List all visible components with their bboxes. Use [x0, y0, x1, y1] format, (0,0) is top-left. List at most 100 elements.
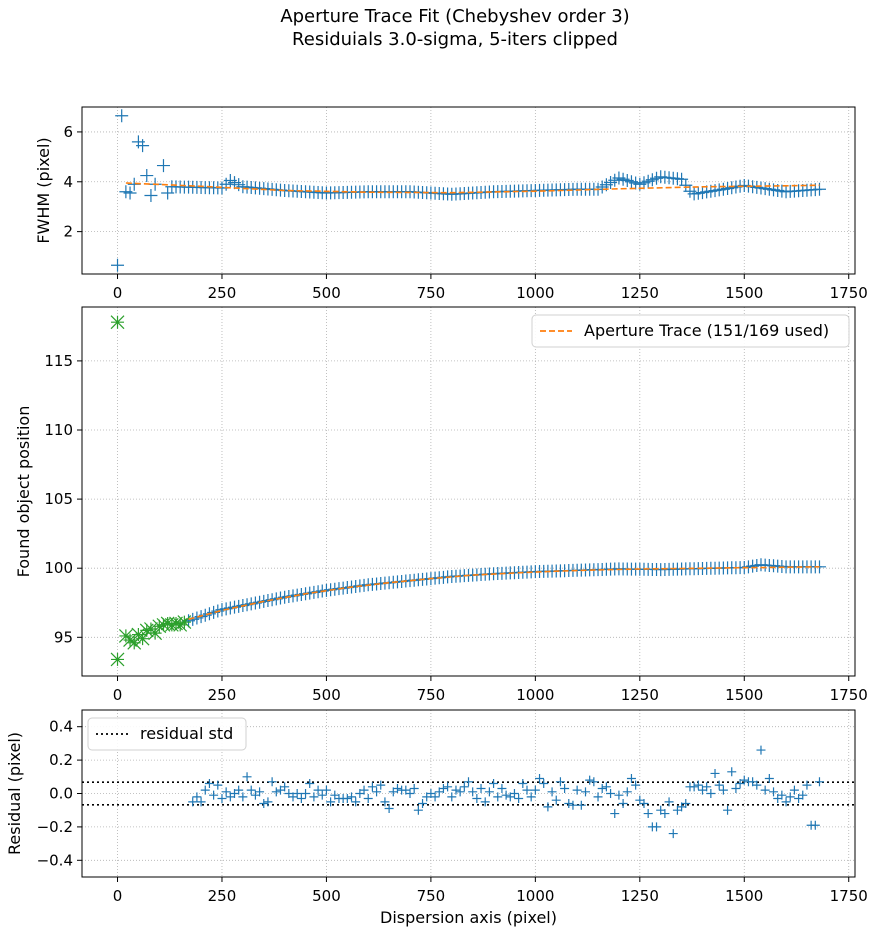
data-point — [238, 792, 248, 802]
y-axis-label: Residual (pixel) — [5, 732, 24, 855]
data-point — [501, 790, 511, 800]
data-point — [710, 768, 720, 778]
fwhm-panel: 0 250 500 750 1000 1250 1500 1750 2 4 6 FWHM (pixel… — [34, 106, 868, 302]
data-point — [234, 785, 244, 795]
data-point — [140, 169, 154, 183]
data-point — [530, 785, 540, 795]
data-point — [326, 797, 336, 807]
x-tick-label: 1500 — [725, 887, 763, 905]
data-point — [192, 792, 202, 802]
data-point — [347, 792, 357, 802]
clipped-point — [110, 652, 125, 667]
data-point — [714, 780, 724, 790]
data-point — [447, 792, 457, 802]
y-tick-label: −0.4 — [37, 851, 73, 869]
y-axis-label: Found object position — [14, 406, 33, 578]
data-point — [585, 775, 595, 785]
x-tick-label: 1250 — [621, 887, 659, 905]
clipped-point — [156, 617, 171, 632]
data-point — [115, 109, 129, 123]
data-point — [639, 799, 649, 809]
x-tick-label: 1750 — [830, 887, 868, 905]
fit-line — [125, 182, 820, 194]
x-tick-label: 750 — [417, 284, 446, 302]
axes-frame — [81, 306, 856, 677]
data-point — [564, 799, 574, 809]
data-point — [606, 789, 616, 798]
data-point — [313, 785, 323, 795]
data-point — [459, 782, 469, 792]
data-point — [785, 792, 795, 802]
data-point — [317, 790, 327, 800]
data-point — [246, 785, 256, 795]
legend: Aperture Trace (151/169 used) — [531, 314, 850, 348]
data-point — [413, 805, 423, 815]
clipped-point — [110, 315, 125, 330]
figure-title-line1: Aperture Trace Fit (Chebyshev order 3) — [280, 6, 629, 27]
data-point — [430, 792, 440, 802]
data-point — [760, 785, 770, 795]
data-point — [777, 790, 787, 800]
data-point — [380, 797, 390, 807]
data-point — [438, 783, 448, 793]
data-point — [539, 778, 549, 788]
data-point — [814, 777, 824, 787]
legend-label: residual std — [140, 724, 233, 743]
data-point — [764, 773, 774, 783]
legend-box — [531, 314, 850, 348]
data-point — [702, 782, 712, 792]
x-tick-label: 500 — [312, 686, 341, 704]
data-point — [156, 159, 170, 173]
data-point — [706, 789, 716, 798]
data-point — [668, 829, 678, 839]
data-point — [723, 805, 733, 815]
data-point — [789, 785, 799, 795]
x-tick-label: 250 — [208, 284, 237, 302]
x-tick-label: 250 — [208, 686, 237, 704]
data-point — [409, 783, 419, 793]
y-tick-label: 4 — [63, 173, 73, 191]
clipped-point — [169, 616, 183, 631]
x-tick-label: 1750 — [830, 686, 868, 704]
data-point — [802, 780, 812, 790]
data-point — [321, 785, 331, 795]
data-point — [798, 790, 808, 800]
x-tick-label: 1250 — [621, 686, 659, 704]
data-point — [526, 792, 536, 802]
data-point — [455, 787, 465, 797]
legend: residual std — [87, 717, 247, 751]
y-tick-label: 0.2 — [49, 751, 73, 769]
y-tick-label: 2 — [63, 223, 73, 241]
y-tick-label: 6 — [63, 123, 73, 141]
clipped-point — [177, 615, 192, 630]
data-point — [480, 797, 490, 807]
data-point — [589, 777, 599, 787]
x-tick-label: 500 — [312, 284, 341, 302]
data-point — [693, 780, 703, 790]
data-point — [568, 800, 578, 810]
data-point — [367, 782, 377, 792]
data-point — [384, 804, 394, 814]
data-point — [631, 780, 641, 790]
clipped-point — [160, 616, 175, 631]
data-point — [601, 782, 611, 792]
data-point — [489, 778, 499, 788]
data-point — [497, 783, 507, 793]
x-axis-label: Dispersion axis (pixel) — [380, 908, 557, 927]
clipped-point — [139, 623, 154, 638]
data-point — [522, 785, 532, 795]
residual-panel: 0 250 500 750 1000 1250 1500 1750 −0.4 −0.2 0.0 0.2… — [5, 709, 868, 927]
data-point — [136, 139, 150, 153]
data-point — [576, 800, 586, 810]
data-point — [727, 767, 737, 777]
data-point — [681, 799, 691, 809]
data-point — [572, 785, 582, 795]
data-point — [660, 809, 670, 819]
data-point — [443, 782, 453, 792]
data-point — [196, 797, 206, 807]
data-point — [810, 820, 820, 830]
clipped-point — [127, 635, 142, 650]
fit-line — [188, 566, 820, 621]
data-point — [493, 792, 503, 802]
data-point — [689, 782, 699, 792]
